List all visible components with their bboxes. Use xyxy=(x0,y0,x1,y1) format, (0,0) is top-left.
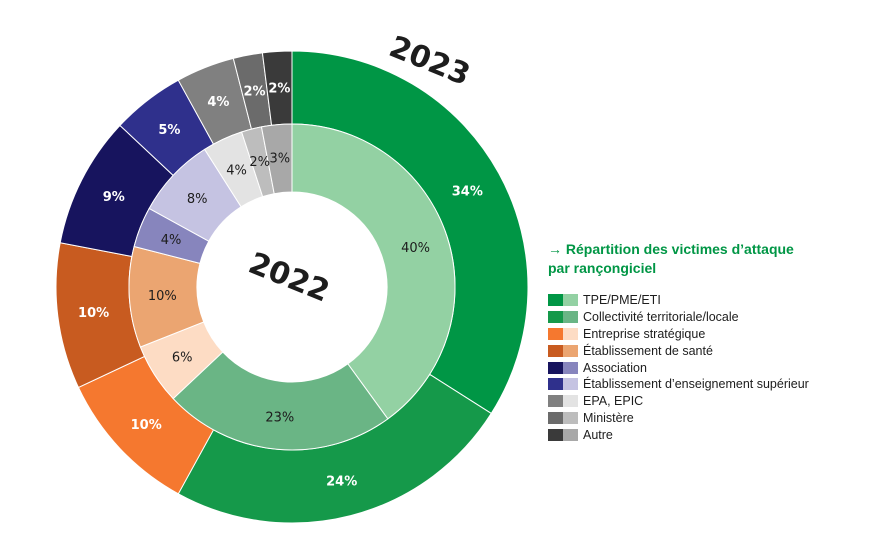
year-2022-label: 2022 xyxy=(244,246,335,310)
legend-item-collectivite-territoriale-locale: Collectivité territoriale/locale xyxy=(548,309,868,326)
legend-swatch-inner xyxy=(563,411,578,424)
legend-label: Ministère xyxy=(583,410,634,425)
data-label-2023-collectivite-territoriale-locale: 24% xyxy=(326,475,357,490)
legend-item-etablissement-d-enseignement-superieur: Établissement d’enseignement supérieur xyxy=(548,376,868,393)
legend-swatch-outer xyxy=(548,311,563,324)
chart-title: → Répartition des victimes d’attaque par… xyxy=(548,241,794,276)
legend-swatch-inner xyxy=(563,395,578,408)
legend-item-ministere: Ministère xyxy=(548,410,868,427)
data-label-2022-ministere: 2% xyxy=(249,155,270,170)
legend-item-entreprise-strategique: Entreprise stratégique xyxy=(548,326,868,343)
data-label-2022-autre: 3% xyxy=(269,152,290,167)
data-label-2022-association: 4% xyxy=(161,233,182,248)
legend-item-tpe-pme-eti: TPE/PME/ETI xyxy=(548,292,868,309)
outer-ring-2023 xyxy=(55,50,529,524)
legend: → Répartition des victimes d’attaque par… xyxy=(548,240,868,443)
legend-swatch-outer xyxy=(548,395,563,408)
data-label-2023-association: 9% xyxy=(103,190,125,205)
legend-swatch-inner xyxy=(563,344,578,357)
legend-item-autre: Autre xyxy=(548,426,868,443)
data-label-2023-etablissement-de-sante: 10% xyxy=(78,306,109,321)
legend-swatch-inner xyxy=(563,311,578,324)
legend-swatch-pair xyxy=(548,311,578,324)
legend-swatch-inner xyxy=(563,378,578,391)
donut-chart: 34%24%10%10%9%5%4%2% 2%40%23%6%10%4%8%4%2… xyxy=(55,29,529,524)
data-label-2023-epa-epic: 4% xyxy=(207,95,229,110)
legend-swatch-outer xyxy=(548,327,563,340)
legend-label: Établissement d’enseignement supérieur xyxy=(583,377,809,392)
data-label-2022-epa-epic: 4% xyxy=(226,163,247,178)
legend-swatch-inner xyxy=(563,294,578,307)
legend-item-etablissement-de-sante: Établissement de santé xyxy=(548,342,868,359)
legend-swatch-outer xyxy=(548,344,563,357)
legend-swatch-pair xyxy=(548,411,578,424)
data-label-2022-etablissement-de-sante: 10% xyxy=(148,289,177,304)
legend-swatch-outer xyxy=(548,361,563,374)
legend-swatch-inner xyxy=(563,361,578,374)
data-label-2023-tpe-pme-eti: 34% xyxy=(452,185,483,200)
legend-label: TPE/PME/ETI xyxy=(583,293,661,308)
data-label-2022-entreprise-strategique: 6% xyxy=(172,351,193,366)
legend-swatch-pair xyxy=(548,294,578,307)
legend-swatch-pair xyxy=(548,428,578,441)
percentage-labels: 34%24%10%10%9%5%4%2% 2%40%23%6%10%4%8%4%2… xyxy=(78,81,483,489)
data-label-2022-etablissement-d-enseignement-superieur: 8% xyxy=(187,192,208,207)
data-label-2023-ministere: 2% xyxy=(243,85,265,100)
legend-swatch-inner xyxy=(563,428,578,441)
legend-label: EPA, EPIC xyxy=(583,394,644,409)
legend-swatch-inner xyxy=(563,327,578,340)
legend-swatch-outer xyxy=(548,428,563,441)
legend-swatch-outer xyxy=(548,411,563,424)
legend-swatch-outer xyxy=(548,378,563,391)
data-label-2022-tpe-pme-eti: 40% xyxy=(401,241,430,256)
legend-items: TPE/PME/ETI Collectivité territoriale/loc… xyxy=(548,292,868,443)
legend-label: Établissement de santé xyxy=(583,343,713,358)
legend-swatch-pair xyxy=(548,378,578,391)
legend-label: Autre xyxy=(583,427,613,442)
legend-item-association: Association xyxy=(548,359,868,376)
legend-swatch-pair xyxy=(548,327,578,340)
slice-2022-tpe-pme-eti xyxy=(291,123,456,420)
data-label-2023-etablissement-d-enseignement-superieur: 5% xyxy=(158,123,180,138)
data-label-2023-autre: 2% xyxy=(268,81,290,96)
legend-label: Entreprise stratégique xyxy=(583,326,706,341)
data-label-2022-collectivite-territoriale-locale: 23% xyxy=(265,410,294,425)
data-label-2023-entreprise-strategique: 10% xyxy=(131,418,162,433)
legend-swatch-pair xyxy=(548,344,578,357)
legend-swatch-pair xyxy=(548,395,578,408)
legend-label: Association xyxy=(583,360,647,375)
slice-2022-collectivite-territoriale-locale xyxy=(172,351,389,451)
legend-item-epa-epic: EPA, EPIC xyxy=(548,393,868,410)
legend-swatch-outer xyxy=(548,294,563,307)
inner-ring-2022 xyxy=(128,123,456,451)
slice-2022-autre xyxy=(260,123,293,195)
legend-swatch-pair xyxy=(548,361,578,374)
legend-label: Collectivité territoriale/locale xyxy=(583,310,739,325)
